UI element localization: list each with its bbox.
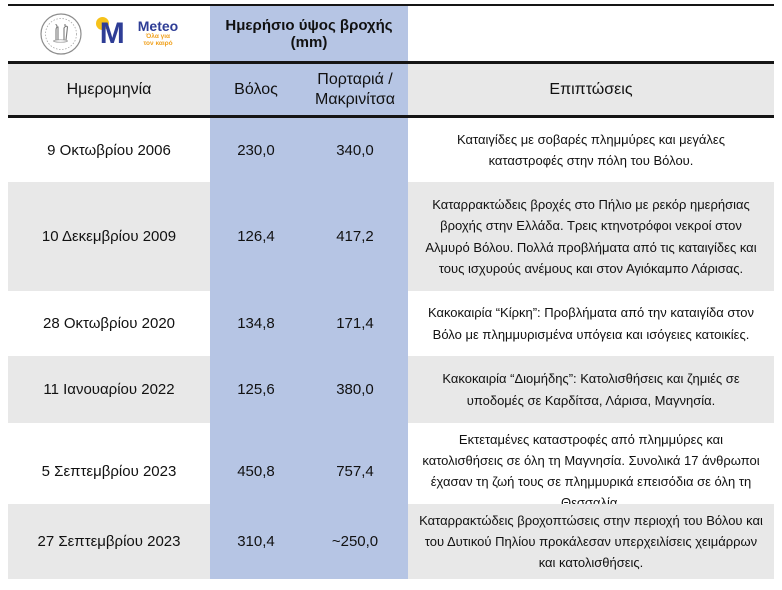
column-header-impact: Επιπτώσεις [408,64,774,115]
meteo-tagline-line1: Όλα για [145,33,171,41]
impact-cell: Εκτεταμένες καταστροφές από πλημμύρες κα… [408,423,774,520]
impact-cell: Καταρρακτώδεις βροχοπτώσεις στην περιοχή… [408,504,774,580]
date-cell: 5 Σεπτεμβρίου 2023 [8,423,210,520]
meteo-logo-text: Meteo Όλα για τον καιρό [138,19,178,47]
logo-group: M Meteo Όλα για τον καιρό [8,6,210,61]
date-cell: 11 Ιανουαρίου 2022 [8,356,210,423]
portaria-value-cell: ~250,0 [302,504,408,580]
column-header-portaria: Πορταριά / Μακρινίτσα [302,64,408,115]
observatory-seal-icon [40,12,82,55]
meteo-logo-sun-dot-icon [95,16,109,30]
title-band-spacer [408,6,774,61]
impact-cell: Καταρρακτώδεις βροχές στο Πήλιο με ρεκόρ… [408,182,774,291]
table-row: 5 Σεπτεμβρίου 2023 450,8 757,4 Εκτεταμέν… [8,423,774,520]
volos-value-cell: 230,0 [210,118,302,182]
date-cell: 28 Οκτωβρίου 2020 [8,291,210,356]
impact-cell: Κακοκαιρία “Διομήδης”: Κατολισθήσεις και… [408,356,774,423]
column-header-row: Ημερομηνία Βόλος Πορταριά / Μακρινίτσα Ε… [8,64,774,118]
volos-value-cell: 134,8 [210,291,302,356]
table-row: 9 Οκτωβρίου 2006 230,0 340,0 Καταιγίδες … [8,118,774,182]
impact-cell: Κακοκαιρία “Κίρκη”: Προβλήματα από την κ… [408,291,774,356]
table-row: 11 Ιανουαρίου 2022 125,6 380,0 Κακοκαιρί… [8,356,774,423]
volos-value-cell: 310,4 [210,504,302,580]
portaria-value-cell: 380,0 [302,356,408,423]
portaria-value-cell: 417,2 [302,182,408,291]
volos-value-cell: 125,6 [210,356,302,423]
date-cell: 27 Σεπτεμβρίου 2023 [8,504,210,580]
meteo-logo-mark: M [95,16,132,51]
portaria-value-cell: 757,4 [302,423,408,520]
meteo-logo-m-icon: M [99,16,125,50]
meteo-wordmark: Meteo [137,18,179,35]
table-row: 10 Δεκεμβρίου 2009 126,4 417,2 Καταρρακτ… [8,182,774,291]
portaria-value-cell: 171,4 [302,291,408,356]
table-title: Ημερήσιο ύψος βροχής (mm) [210,6,408,61]
rainfall-table-sheet: M Meteo Όλα για τον καιρό Ημερήσιο ύψος … [8,4,774,580]
portaria-value-cell: 340,0 [302,118,408,182]
table-row: 27 Σεπτεμβρίου 2023 310,4 ~250,0 Καταρρα… [8,504,774,580]
meteo-logo: M Meteo Όλα για τον καιρό [95,16,178,51]
table-body: 9 Οκτωβρίου 2006 230,0 340,0 Καταιγίδες … [8,118,774,580]
table-row: 28 Οκτωβρίου 2020 134,8 171,4 Κακοκαιρία… [8,291,774,356]
volos-value-cell: 126,4 [210,182,302,291]
date-cell: 9 Οκτωβρίου 2006 [8,118,210,182]
column-header-volos: Βόλος [210,64,302,115]
column-header-date: Ημερομηνία [8,64,210,115]
date-cell: 10 Δεκεμβρίου 2009 [8,182,210,291]
volos-value-cell: 450,8 [210,423,302,520]
meteo-tagline-line2: τον καιρό [143,39,173,47]
impact-cell: Καταιγίδες με σοβαρές πλημμύρες και μεγά… [408,118,774,182]
logo-title-band: M Meteo Όλα για τον καιρό Ημερήσιο ύψος … [8,4,774,64]
